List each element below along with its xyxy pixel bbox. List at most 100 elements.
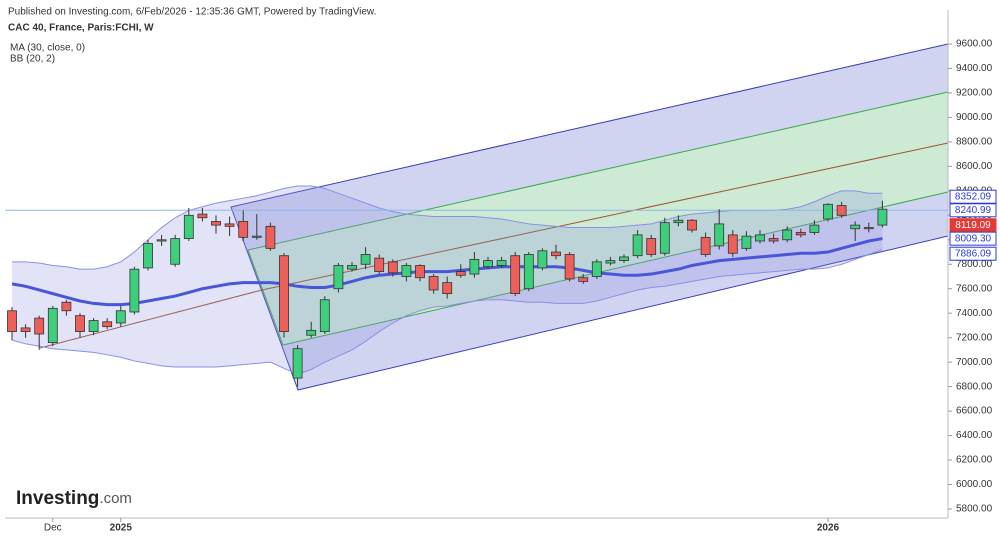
logo: Investing.com: [16, 488, 132, 509]
y-tick-label: 8800.00: [956, 137, 993, 148]
price-label: 8240.99: [955, 205, 992, 216]
y-tick-label: 9600.00: [956, 39, 993, 50]
candle-body: [156, 239, 167, 242]
y-tick-label: 6000.00: [956, 479, 993, 490]
candle-body: [591, 261, 602, 277]
y-tick-label: 6800.00: [956, 381, 993, 392]
candle-body: [455, 271, 466, 276]
candle-body: [469, 258, 480, 275]
price-label-box: [949, 189, 997, 204]
candle-body: [768, 238, 779, 242]
candle-body: [632, 234, 643, 257]
candle-body: [564, 254, 575, 280]
legend-bb: BB (20, 2): [10, 54, 55, 65]
price-label-box: [949, 246, 997, 261]
candle-body: [224, 223, 235, 227]
candle-body: [211, 221, 221, 226]
candle-body: [863, 227, 874, 230]
candle-body: [374, 257, 385, 273]
candle-body: [442, 282, 453, 295]
candle-body: [714, 223, 725, 247]
candle-body: [850, 224, 861, 230]
published-note: Published on Investing.com, 6/Feb/2026 -…: [8, 7, 376, 18]
candle-body: [20, 327, 31, 332]
candle-body: [129, 268, 140, 313]
candle-body: [836, 205, 847, 216]
bollinger-lower: [11, 249, 883, 375]
y-tick-label: 6600.00: [956, 406, 993, 417]
logo-brand: Investing: [16, 488, 99, 509]
y-tick-label: 7000.00: [956, 357, 993, 368]
moving-average: [11, 237, 883, 307]
y-tick-label: 7200.00: [956, 332, 993, 343]
candle-body: [700, 236, 711, 255]
candle-body: [170, 238, 181, 265]
candle-body: [428, 276, 439, 291]
candle-body: [646, 238, 657, 255]
trend-line: [39, 289, 263, 349]
candle-body: [7, 310, 17, 332]
candle-body: [238, 221, 249, 238]
candle-body: [102, 321, 113, 328]
symbol-title: CAC 40, France, Paris:FCHI, W: [8, 23, 154, 34]
candle-body: [387, 261, 398, 274]
candle-body: [483, 260, 493, 268]
price-label: 8009.30: [955, 233, 992, 244]
candle-body: [34, 317, 45, 335]
candle-body: [537, 250, 548, 269]
y-tick-label: 7800.00: [956, 259, 993, 270]
candle-body: [251, 235, 262, 238]
x-tick-label: 2025: [110, 523, 133, 534]
y-tick-label: 5800.00: [956, 504, 993, 515]
y-tick-label: 6400.00: [956, 430, 993, 441]
logo-suffix: .com: [99, 490, 132, 507]
candle-body: [782, 229, 793, 241]
candle-body: [741, 235, 752, 249]
price-label: 7886.09: [955, 248, 992, 259]
price-label-box: [949, 203, 997, 218]
candle-body: [823, 203, 833, 220]
candle-body: [197, 213, 208, 219]
x-tick-label: Dec: [44, 523, 62, 534]
candle-body: [619, 256, 629, 261]
y-tick-label: 7400.00: [956, 308, 993, 319]
candle-body: [415, 265, 425, 279]
candle-body: [578, 277, 589, 282]
y-tick-label: 8600.00: [956, 161, 993, 172]
candle-body: [61, 301, 72, 312]
candle-body: [88, 320, 99, 332]
candle-body: [523, 254, 534, 290]
candle-body: [306, 329, 317, 336]
y-tick-label: 9400.00: [956, 63, 993, 74]
candle-body: [727, 234, 738, 254]
candle-body: [877, 208, 888, 226]
candle-body: [143, 243, 153, 269]
price-label: 8352.09: [955, 191, 992, 202]
candle-body: [279, 255, 289, 332]
candle-body: [75, 315, 85, 332]
candle-body: [659, 222, 670, 254]
candle-body: [47, 307, 58, 343]
candle-body: [809, 224, 820, 233]
candle-body: [183, 214, 194, 239]
price-label-box: [949, 231, 997, 246]
candle-body: [687, 219, 697, 231]
candle-body: [551, 251, 561, 257]
candle-body: [115, 310, 126, 324]
candle-body: [265, 225, 276, 249]
candle-body: [496, 260, 507, 266]
candle-body: [755, 234, 765, 242]
legend-ma: MA (30, close, 0): [10, 43, 85, 54]
candle-body: [292, 348, 303, 379]
y-tick-label: 6200.00: [956, 455, 993, 466]
candle-body: [333, 265, 344, 290]
candle-body: [510, 255, 521, 295]
candle-body: [795, 232, 806, 236]
candle-body: [605, 260, 616, 264]
price-label: 8119.09: [955, 220, 991, 231]
candle-body: [319, 299, 330, 332]
candle-body: [360, 254, 371, 265]
y-tick-label: 9200.00: [956, 88, 993, 99]
candle-body: [401, 265, 412, 277]
